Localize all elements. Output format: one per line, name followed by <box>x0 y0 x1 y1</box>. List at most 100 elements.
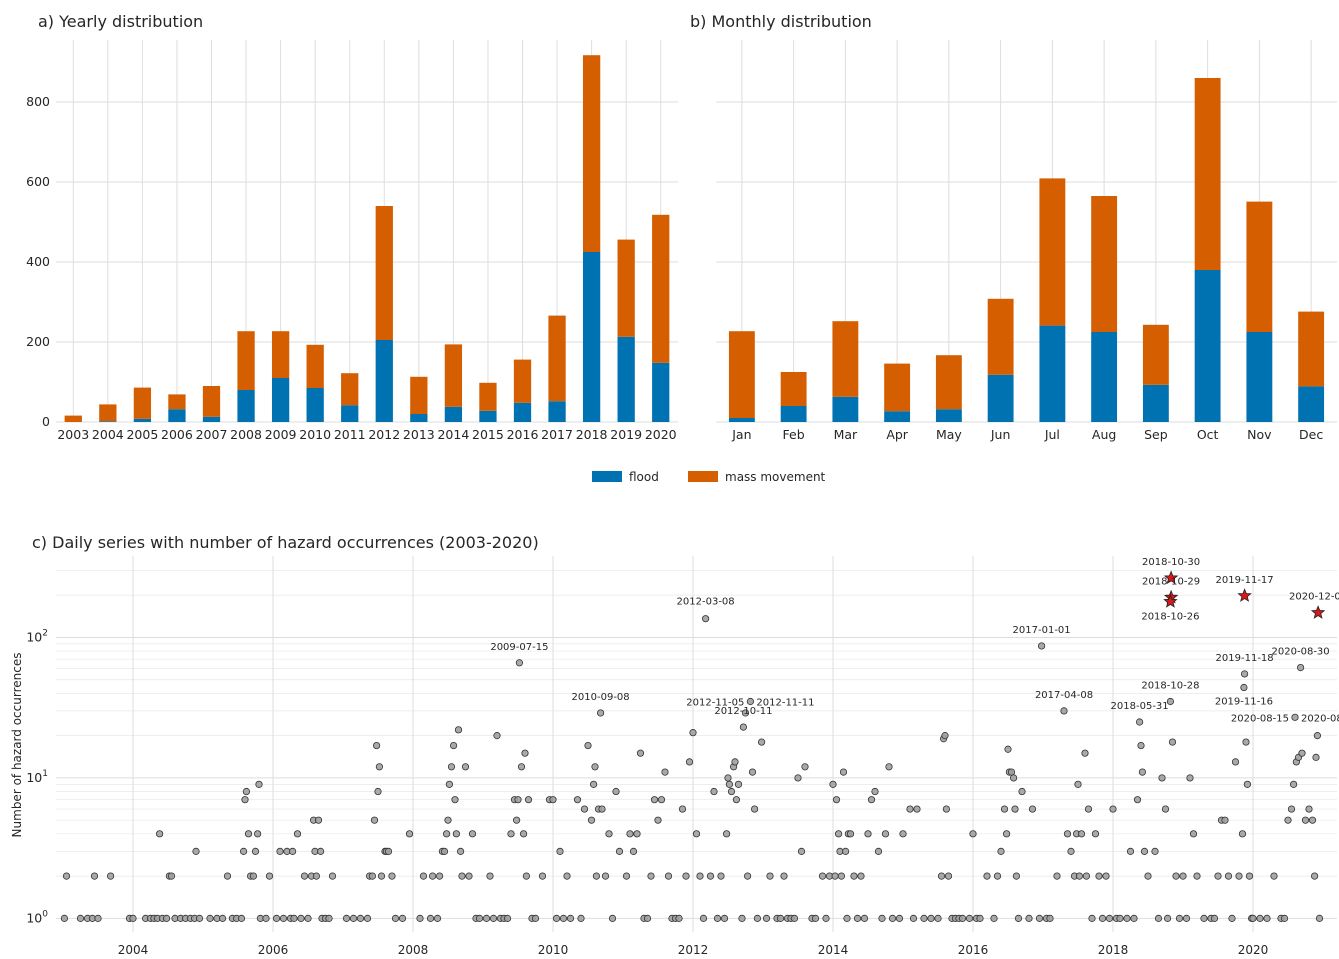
data-point <box>1186 774 1194 782</box>
data-point <box>445 780 453 788</box>
data-point <box>254 830 262 838</box>
data-point <box>831 872 839 880</box>
data-point <box>452 830 460 838</box>
bar-flood-May <box>935 409 962 422</box>
data-point <box>405 830 414 838</box>
date-annotation: 2012-10-11 <box>714 706 772 717</box>
data-point <box>372 741 381 750</box>
data-point <box>515 659 524 667</box>
data-point <box>1081 749 1089 757</box>
data-point <box>587 816 596 824</box>
data-point <box>433 914 442 922</box>
data-point <box>664 872 673 880</box>
data-point <box>750 805 759 813</box>
data-point <box>857 872 865 880</box>
data-point <box>489 914 498 922</box>
bar-flood-2012 <box>375 340 393 422</box>
data-point <box>942 805 951 813</box>
data-point <box>279 914 288 922</box>
data-point <box>300 872 309 880</box>
data-point <box>559 914 568 922</box>
xtick-label: Sep <box>1144 427 1168 442</box>
data-point <box>647 872 655 880</box>
data-point <box>841 847 850 855</box>
data-point <box>316 847 325 855</box>
data-point <box>1200 914 1208 922</box>
data-point <box>1243 780 1252 788</box>
data-point <box>1038 642 1046 650</box>
data-point <box>1315 914 1324 922</box>
data-point <box>192 847 200 855</box>
data-point <box>1312 753 1320 761</box>
date-annotation: 2018-10-30 <box>1142 557 1200 568</box>
data-point <box>1137 741 1145 750</box>
data-point <box>1308 816 1317 824</box>
data-point <box>223 872 232 880</box>
data-point <box>240 847 248 855</box>
data-point <box>482 914 491 922</box>
data-point <box>878 914 886 922</box>
data-point <box>596 709 605 717</box>
ytick-label: 600 <box>26 174 50 189</box>
highlight-star-2018-10-26 <box>1163 593 1178 608</box>
data-point <box>612 787 620 796</box>
bar-mass-movement-2007 <box>202 386 221 417</box>
data-point <box>608 914 617 922</box>
date-annotation: 2012-11-05 <box>686 697 744 708</box>
data-point <box>727 787 736 796</box>
data-point <box>1074 780 1082 788</box>
date-annotation: 2018-10-26 <box>1141 612 1199 623</box>
data-point <box>699 914 708 922</box>
data-point <box>1164 914 1172 922</box>
data-point <box>514 796 522 804</box>
data-point <box>1221 816 1229 824</box>
data-point <box>626 830 634 838</box>
bar-mass-movement-Nov <box>1246 201 1273 332</box>
data-point <box>219 914 227 922</box>
bar-mass-movement-2016 <box>513 359 532 403</box>
xtick-label: 2008 <box>398 943 429 957</box>
xtick-label: Jun <box>990 427 1011 442</box>
data-point <box>60 914 69 922</box>
data-point <box>794 774 802 782</box>
data-point <box>1130 914 1138 922</box>
data-point <box>739 723 748 731</box>
xtick-label: 2015 <box>472 427 504 442</box>
data-point <box>913 805 921 813</box>
data-point <box>860 914 869 922</box>
data-point <box>661 768 669 776</box>
data-point <box>428 872 437 880</box>
data-point <box>1241 670 1249 678</box>
bar-flood-Jul <box>1039 325 1066 422</box>
monthly-distribution-chart: b) Monthly distribution Jan Feb Mar Apr May J… <box>690 12 1337 442</box>
data-point <box>725 780 734 788</box>
data-point <box>94 914 102 922</box>
data-point <box>538 872 547 880</box>
data-point <box>312 872 320 880</box>
data-point <box>244 830 253 838</box>
data-point <box>242 787 250 796</box>
data-point <box>654 816 662 824</box>
bar-mass-movement-2019 <box>617 239 635 337</box>
data-point <box>1035 914 1044 922</box>
bar-mass-movement-2003 <box>64 415 82 422</box>
data-point <box>449 741 458 750</box>
data-point <box>818 872 827 880</box>
data-point <box>566 914 575 922</box>
date-annotation: 2018-10-28 <box>1141 680 1199 691</box>
data-point <box>1077 830 1086 838</box>
data-point <box>251 847 260 855</box>
bar-mass-movement-2008 <box>237 331 255 390</box>
highlight-star-2018-10-30 <box>1163 570 1179 585</box>
data-point <box>1014 914 1023 922</box>
data-point <box>1175 914 1184 922</box>
data-point <box>531 914 540 922</box>
date-annotation: 2020-08-30 <box>1272 647 1330 658</box>
data-point <box>522 872 531 880</box>
bar-flood-2008 <box>237 390 255 422</box>
data-point <box>832 796 841 804</box>
data-point <box>1018 787 1026 796</box>
bar-flood-Sep <box>1142 384 1169 422</box>
data-point <box>107 872 115 880</box>
